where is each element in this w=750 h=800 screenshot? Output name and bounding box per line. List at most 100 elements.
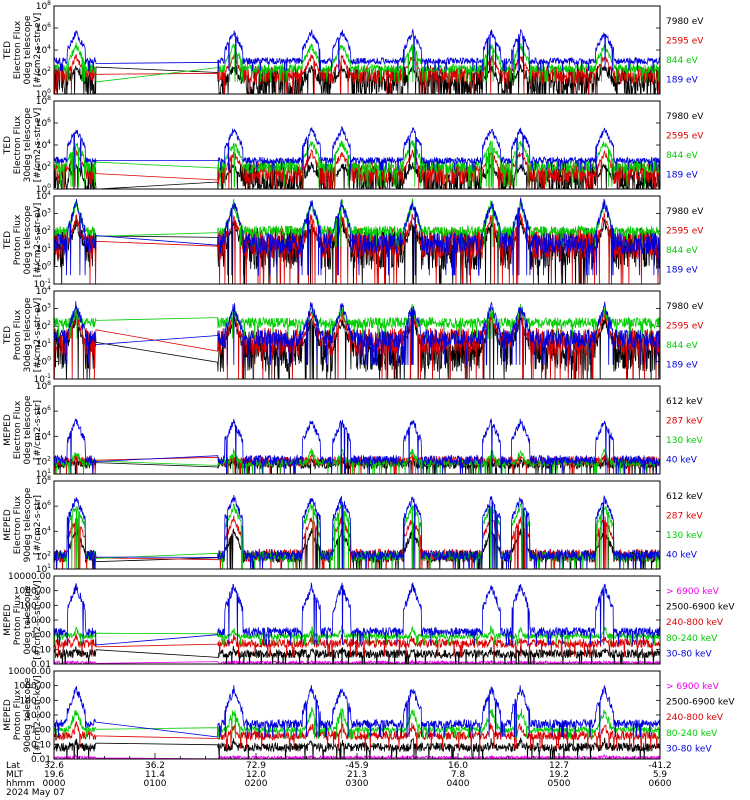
x-tick-label: 32.6 [44,761,64,771]
panel-traces [54,196,660,284]
legend-label: 7980 eV [666,207,704,217]
y-tick-label: 10000.00 [8,572,51,582]
y-axis-label: [#/cm2-s-str] [33,495,43,555]
legend-label: 7980 eV [666,17,704,27]
series-line [54,633,660,658]
x-tick-label: 16.0 [448,761,468,771]
legend-label: 287 keV [666,417,703,427]
series-line [54,737,660,759]
legend-label: 2595 eV [666,37,704,47]
y-axis-label: [#/cm2-s-str] [33,400,43,460]
x-tick-label: -41.2 [648,761,671,771]
legend-label: 30-80 keV [666,649,712,659]
legend-label: 189 eV [666,76,699,86]
series-line [54,301,660,366]
series-line [54,624,660,646]
x-row-label: Lat [6,761,21,771]
legend-label: 7980 eV [666,302,704,312]
legend-label: 844 eV [666,56,699,66]
x-tick-label: 11.4 [145,770,165,780]
series-line [54,303,660,339]
y-axis-label: TED [3,136,13,155]
y-axis-label: 0deg telescope [23,15,33,85]
y-axis-label: [#/cm2-s-str-keV] [33,675,43,754]
legend-label: 2500-6900 keV [666,698,735,708]
legend-label: > 6900 keV [666,587,720,597]
series-line [54,42,660,83]
panel-8: 0.01 0.10 1.00 10.00 100.00 1000.00 10000.00 ME… [3,667,735,765]
legend-label: 844 eV [666,341,699,351]
series-line [54,309,660,379]
legend-label: 30-80 keV [666,744,712,754]
y-axis-label: 90deg telescope [23,487,33,562]
y-axis-label: TED [3,231,13,250]
legend-label: 2595 eV [666,132,704,142]
y-tick-label: 0.01 [31,755,51,765]
panel-frame [53,480,661,570]
panel-frame [53,100,661,190]
x-tick-label: 0000 [43,779,66,789]
y-axis-label: [#/cm2-s-str-keV] [33,580,43,659]
y-axis-label: Electron Flux [13,115,23,174]
y-axis-label: [#/cm2-s-str-eV] [33,108,43,183]
series-line [54,126,660,171]
x-tick-label: 36.2 [145,761,165,771]
y-tick-label: 10.00 [25,616,51,626]
legend-label: 189 eV [666,171,699,181]
panel-traces [54,582,660,664]
y-axis-label: 0deg telescope [23,395,33,465]
y-axis-label: MEPED [3,604,13,636]
y-tick-label: 106 [36,500,51,512]
y-tick-label: 108 [36,0,51,12]
legend-label: 7980 eV [666,112,704,122]
y-axis-label: Proton Flux [13,594,23,645]
legend-label: 2595 eV [666,322,704,332]
legend-label: 80-240 keV [666,729,718,739]
panel-7: 0.01 0.10 1.00 10.00 100.00 1000.00 10000.00 ME… [3,572,735,670]
y-axis-label: 0deg telescope [23,585,33,655]
panel-frame [53,5,661,95]
y-tick-label: 104 [36,190,51,202]
y-tick-label: 108 [36,95,51,107]
y-tick-label: 1.00 [31,631,51,641]
series-line [54,417,660,474]
y-tick-label: 10.00 [25,711,51,721]
legend-label: 240-800 keV [666,713,724,723]
series-line [54,196,660,276]
panel-frame [53,290,661,380]
y-axis-label: [#/cm2-s-str-eV] [33,13,43,88]
x-row-label: MLT [6,770,24,780]
y-tick-label: 0.10 [31,740,51,750]
y-tick-label: 1000.00 [14,682,51,692]
panel-traces [54,126,660,189]
legend-label: 130 keV [666,436,703,446]
legend-label: 2500-6900 keV [666,603,735,613]
y-axis-label: Proton Flux [13,214,23,265]
y-axis-label: 90deg telescope [23,677,33,752]
x-tick-label: 72.9 [246,761,266,771]
x-tick-label: 12.0 [246,770,266,780]
y-axis-label: [#/cm2-s-str-eV] [33,203,43,278]
x-tick-label: 12.7 [549,761,569,771]
y-axis-label: MEPED [3,414,13,446]
x-tick-label: 0200 [245,779,268,789]
y-tick-label: 108 [36,380,51,392]
y-axis-label: Electron Flux [13,495,23,554]
legend-label: 189 eV [666,266,699,276]
y-tick-label: 108 [36,475,51,487]
x-tick-label: 0300 [346,779,369,789]
x-tick-label: 21.3 [347,770,367,780]
y-axis-label: [#/cm2-s-str-eV] [33,298,43,373]
y-axis-label: 0deg telescope [23,205,33,275]
y-axis-label: 30deg telescope [23,107,33,182]
y-tick-label: 0.10 [31,645,51,655]
legend-label: 40 keV [666,456,698,466]
panel-traces [54,417,660,474]
